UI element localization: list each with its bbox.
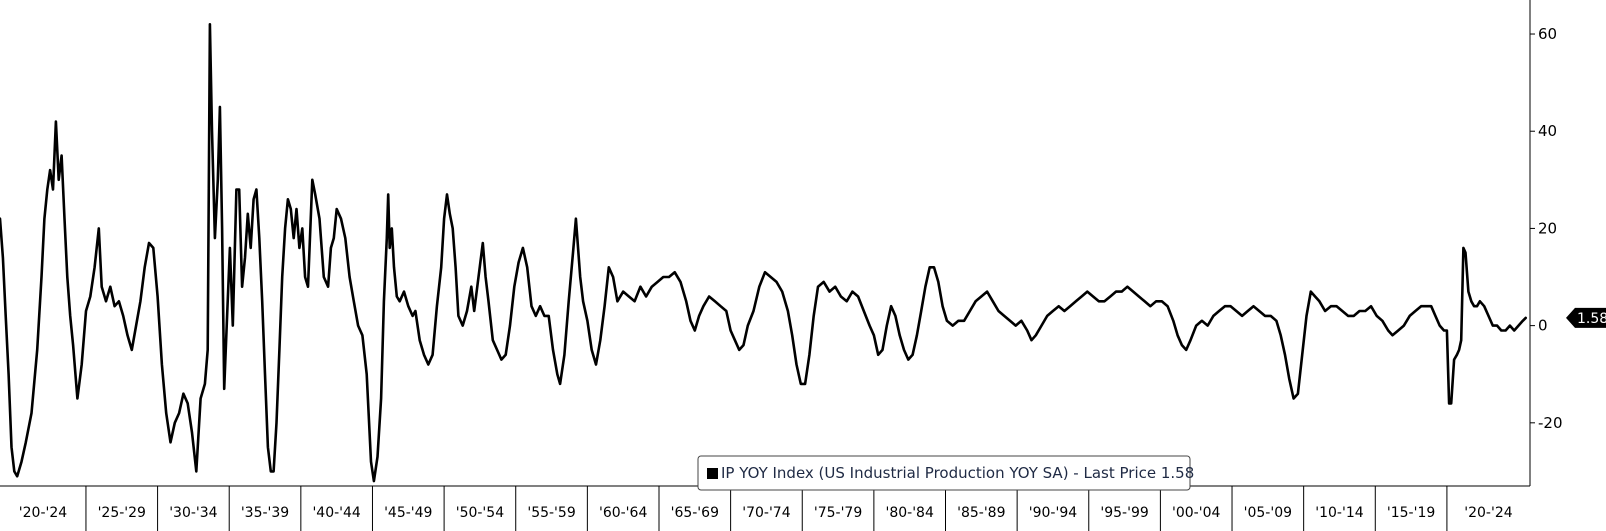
x-tick-label: '65-'69	[671, 505, 719, 521]
x-tick-label: '60-'64	[599, 505, 647, 521]
x-tick-label: '15-'19	[1387, 505, 1435, 521]
x-tick-label: '20-'24	[1464, 505, 1512, 521]
x-tick-label: '95-'99	[1100, 505, 1148, 521]
x-tick-label: '40-'44	[312, 505, 360, 521]
x-tick-label: '55-'59	[527, 505, 575, 521]
x-tick-label: '25-'29	[98, 505, 146, 521]
y-tick-label: 60	[1538, 25, 1557, 43]
legend-label: IP YOY Index (US Industrial Production Y…	[721, 464, 1194, 482]
x-tick-label: '90-'94	[1029, 505, 1077, 521]
legend-swatch	[707, 468, 718, 479]
x-tick-label: '30-'34	[169, 505, 217, 521]
x-tick-label: '20-'24	[19, 505, 67, 521]
y-tick-label: 20	[1538, 219, 1557, 237]
x-tick-label: '10-'14	[1315, 505, 1363, 521]
last-price-marker: 1.58	[1566, 307, 1606, 328]
x-tick-label: '35-'39	[241, 505, 289, 521]
series-line	[0, 23, 1527, 483]
x-tick-label: '70-'74	[742, 505, 790, 521]
x-tick-label: '45-'49	[384, 505, 432, 521]
plot-area	[0, 23, 1527, 483]
x-tick-label: '80-'84	[885, 505, 933, 521]
last-price-tag	[1566, 307, 1606, 328]
legend-box	[697, 455, 1191, 491]
legend: IP YOY Index (US Industrial Production Y…	[697, 455, 1194, 491]
x-tick-label: '85-'89	[957, 505, 1005, 521]
x-tick-label: '00-'04	[1172, 505, 1220, 521]
x-axis: '20-'24 '25-'29 '30-'34 '35-'39 '40-'44 '45-'…	[0, 485, 1530, 531]
x-tick-label: '05-'09	[1244, 505, 1292, 521]
x-tick-label: '50-'54	[456, 505, 504, 521]
y-tick-label: 0	[1538, 317, 1548, 335]
y-tick-label: 40	[1538, 122, 1557, 140]
x-tick-label: '75-'79	[814, 505, 862, 521]
last-price-label: 1.58	[1577, 311, 1606, 327]
y-tick-label: -20	[1538, 414, 1563, 432]
y-axis: 60 40 20 0 -20	[1529, 0, 1563, 486]
